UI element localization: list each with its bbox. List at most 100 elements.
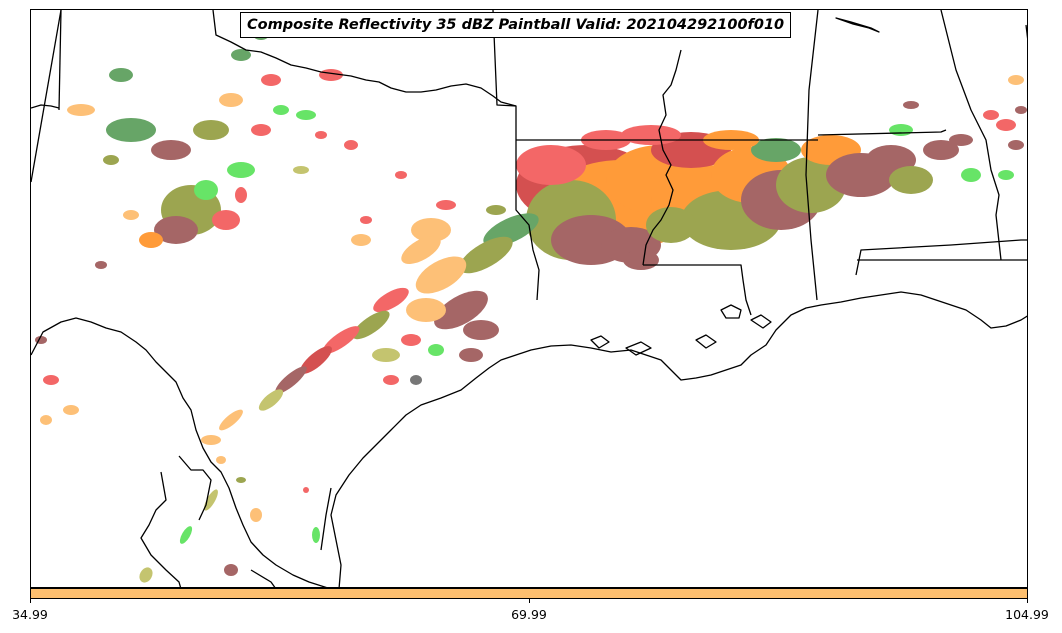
coast-barrier — [320, 487, 332, 551]
storm-blob — [151, 140, 191, 160]
storm-blob — [996, 119, 1016, 131]
storm-blob — [236, 477, 246, 483]
rio-grande — [31, 317, 327, 587]
storm-blob — [406, 298, 446, 322]
storm-blob — [415, 256, 467, 294]
map-title: Composite Reflectivity 35 dBZ Paintball … — [240, 12, 792, 38]
coast-islands — [590, 335, 610, 349]
storm-blob — [43, 375, 59, 385]
boundary-layer — [31, 10, 1027, 587]
storm-blob — [231, 49, 251, 61]
storm-blob — [251, 124, 271, 136]
storm-blob — [428, 344, 444, 356]
state-border-al-ga — [940, 10, 1002, 261]
state-border-ne-corner — [1025, 24, 1027, 39]
storm-blob — [273, 105, 289, 115]
storm-blob — [216, 456, 226, 464]
storm-blob — [1008, 75, 1024, 85]
storm-blob — [1015, 106, 1027, 114]
storm-blob — [923, 140, 959, 160]
storm-blob — [261, 74, 281, 86]
storm-blob — [109, 68, 133, 82]
colorbar-tick — [529, 599, 530, 603]
storm-blob — [204, 489, 218, 511]
lake-outline — [835, 17, 880, 33]
storm-blob — [351, 234, 371, 246]
storm-blob — [401, 236, 441, 264]
storm-blob — [106, 118, 156, 142]
storm-blob — [459, 236, 513, 274]
storm-blob — [193, 120, 229, 140]
state-border-ar-ms — [643, 264, 752, 316]
state-border-nm-tx — [31, 10, 62, 183]
storm-blob — [123, 210, 139, 220]
storm-blob — [983, 110, 999, 120]
storm-blob — [459, 348, 483, 362]
storm-blob — [293, 166, 309, 174]
storm-blob — [303, 487, 309, 493]
state-border-north — [58, 10, 62, 111]
storm-blob — [352, 310, 390, 340]
colorbar-tick — [30, 599, 31, 603]
mexico-state-border — [250, 569, 276, 587]
state-border-tx-ok — [212, 10, 517, 107]
storm-blob — [411, 218, 451, 242]
cluster-northwest — [67, 30, 407, 269]
storm-blob — [949, 134, 973, 146]
storm-blob — [998, 170, 1014, 180]
storm-blob — [751, 138, 801, 162]
colorbar-tick-label-mid: 69.99 — [511, 607, 547, 622]
storm-blob — [227, 162, 255, 178]
storm-blob — [372, 348, 400, 362]
state-border-ar-la — [515, 140, 540, 301]
state-border-ms-al — [805, 10, 819, 301]
storm-blob — [139, 567, 153, 583]
state-border-ga-fl — [855, 239, 1027, 276]
coast-islands — [750, 314, 772, 329]
gulf-coastline — [330, 291, 1027, 587]
storm-blob — [463, 320, 499, 340]
storm-blob — [516, 145, 586, 185]
storm-blob — [623, 250, 659, 270]
storm-blob — [224, 564, 238, 576]
storm-blob — [360, 216, 372, 224]
storm-blob — [395, 171, 407, 179]
storm-blob — [401, 334, 421, 346]
storm-blob — [212, 210, 240, 230]
storm-blob — [95, 261, 107, 269]
coast-islands — [625, 341, 652, 356]
map-panel — [30, 9, 1028, 588]
storm-blob — [315, 131, 327, 139]
coast-islands — [695, 334, 717, 349]
cluster-main — [516, 110, 1024, 270]
storm-blob — [67, 104, 95, 116]
cluster-east — [903, 75, 1027, 180]
storm-blob — [179, 526, 193, 544]
storm-blob — [296, 110, 316, 120]
state-border-mississippi-river — [642, 49, 682, 266]
storm-blob — [258, 389, 284, 411]
storm-blob — [434, 290, 488, 330]
storm-blob — [154, 216, 198, 244]
colorbar-tick-label-min: 34.99 — [12, 607, 48, 622]
storm-blob — [410, 375, 422, 385]
cluster-texas-band — [201, 200, 539, 445]
storm-blob — [235, 187, 247, 203]
state-border-red-river — [31, 104, 60, 109]
mexico-state-border — [140, 471, 182, 587]
state-border-tn-east — [817, 129, 947, 136]
storm-blob — [383, 375, 399, 385]
storm-blob — [344, 140, 358, 150]
storm-blob — [1008, 140, 1024, 150]
paintball-layer — [35, 30, 1027, 583]
storm-blob — [373, 287, 409, 313]
colorbar-tick — [1027, 599, 1028, 603]
storm-blob — [201, 435, 221, 445]
storm-blob — [219, 409, 243, 431]
mexico-state-border — [178, 455, 212, 521]
cluster-south-west — [35, 336, 320, 583]
reflectivity-map — [31, 10, 1027, 587]
storm-blob — [219, 93, 243, 107]
storm-blob — [250, 508, 262, 522]
